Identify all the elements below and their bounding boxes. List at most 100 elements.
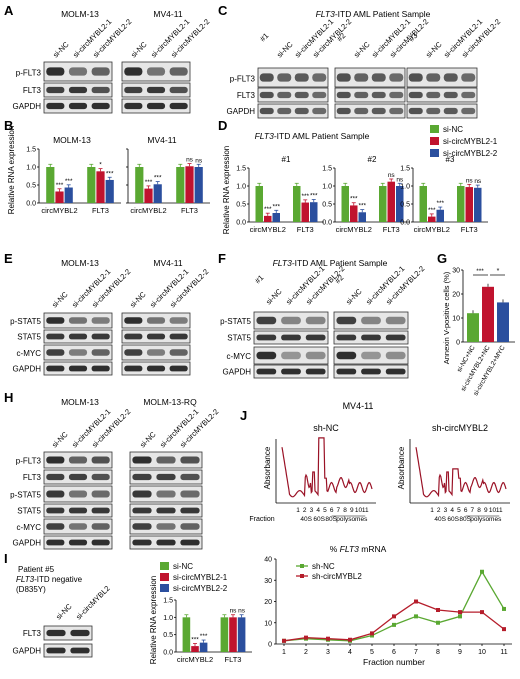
- panel-b-ylabel: Relative RNA expression: [7, 126, 16, 214]
- legend-swatch: [160, 573, 169, 581]
- blot-band: [389, 73, 404, 82]
- blot-band: [132, 456, 152, 464]
- blot-band-row: [43, 451, 113, 469]
- ribosome-label: 40S: [300, 516, 312, 523]
- y-tick-label: 10: [452, 316, 460, 323]
- blot-band-row: [257, 87, 329, 103]
- legend-label: si-NC: [173, 562, 193, 571]
- blot-band: [389, 107, 404, 115]
- panel-a-title: MV4-11: [153, 9, 182, 19]
- blot-band: [336, 334, 357, 341]
- panel-c-title: FLT3-ITD AML Patient Sample: [316, 9, 431, 19]
- row-label: FLT3: [23, 86, 42, 95]
- blot-band: [46, 317, 65, 324]
- data-point: [414, 614, 418, 619]
- blot-band-row: [129, 485, 203, 503]
- panel-f-title: FLT3-ITD AML Patient Sample: [273, 258, 388, 268]
- blot-band: [146, 317, 166, 324]
- data-point: [502, 627, 506, 632]
- blot-band: [312, 107, 327, 115]
- blot-band: [68, 523, 88, 530]
- x-tick-label: 8: [436, 649, 440, 656]
- significance-label: ***: [264, 206, 272, 213]
- blot-band: [124, 67, 143, 76]
- blot-band: [91, 349, 110, 356]
- blot-band: [443, 91, 458, 99]
- row-label: p-FLT3: [230, 74, 256, 83]
- blot-band: [169, 102, 188, 110]
- bar: [55, 191, 64, 203]
- significance-label: ns: [186, 157, 194, 164]
- significance-label: ***: [436, 200, 444, 207]
- blot-band: [169, 365, 188, 372]
- panel-h-title: MOLM-13: [61, 397, 99, 407]
- blot-frame: [257, 87, 329, 103]
- blot-band-row: [257, 103, 329, 119]
- bar: [436, 209, 444, 222]
- data-point: [458, 610, 462, 615]
- blot-band: [156, 507, 176, 514]
- blot-band: [354, 73, 369, 82]
- data-point: [458, 614, 462, 619]
- row-label: p-STAT5: [10, 491, 41, 500]
- blot-band: [180, 473, 200, 481]
- significance-label: ns: [388, 172, 396, 179]
- blot-band: [371, 91, 386, 99]
- profile-label: sh-NC: [313, 423, 339, 433]
- bar: [135, 167, 144, 203]
- y-tick-label: 0.5: [400, 202, 410, 209]
- blot-band: [132, 507, 152, 514]
- y-tick-label: 1.5: [400, 166, 410, 173]
- significance-label: ns: [230, 608, 238, 615]
- bar-chart-g: 0102030si-NC+NCsi-circMYBL2+NCsi-circMYB…: [452, 268, 515, 397]
- blot-band: [91, 86, 110, 94]
- bar: [428, 216, 436, 222]
- lane-label: si-NC: [275, 39, 295, 59]
- blot-band: [336, 107, 351, 115]
- blot-band-row: [129, 518, 203, 535]
- data-point: [502, 606, 506, 611]
- x-tick-label: 9: [458, 649, 462, 656]
- blot-band: [68, 507, 88, 514]
- x-category-label: circMYBL2: [41, 206, 77, 215]
- bar: [350, 205, 358, 222]
- panel-letter-h: H: [4, 390, 13, 405]
- row-label: GAPDH: [13, 646, 42, 655]
- row-label: c-MYC: [227, 352, 252, 361]
- blot-band: [156, 490, 176, 498]
- y-tick-label: 1.5: [322, 166, 332, 173]
- blot-band: [68, 102, 88, 110]
- blot-band: [277, 73, 292, 82]
- blot-band-row: [121, 344, 191, 361]
- blot-band: [91, 317, 110, 324]
- row-label: c-MYC: [17, 523, 42, 532]
- blot-band: [361, 334, 381, 341]
- blot-band: [354, 107, 369, 115]
- blot-band: [461, 107, 476, 115]
- blot-band: [336, 73, 351, 82]
- blot-band: [169, 349, 188, 356]
- panel-letter-a: A: [4, 3, 14, 18]
- lane-label: si-circMYBL2: [74, 584, 112, 622]
- fraction-tick-label: 10: [489, 507, 497, 514]
- blot-band-row: [129, 469, 203, 485]
- blot-band-row: [43, 469, 113, 485]
- blot-band: [68, 67, 88, 76]
- blot-band: [91, 490, 110, 498]
- y-tick-label: 0.0: [322, 220, 332, 227]
- bar-chart-i: 0.0 0.5 1.0 1.5 *** *** circMYBL2 ns ns FLT3: [163, 598, 252, 664]
- blot-band-row: [334, 67, 406, 88]
- blot-band: [408, 73, 423, 82]
- x-tick-label: 4: [348, 649, 352, 656]
- significance-label: ns: [238, 608, 246, 615]
- profile-ylabel: Absorbance: [263, 446, 272, 489]
- blot-band-row: [121, 312, 191, 329]
- blot-frame: [257, 103, 329, 119]
- blot-band: [426, 107, 441, 115]
- panel-letter-f: F: [218, 251, 226, 266]
- blot-band-row: [406, 87, 478, 103]
- blot-band: [169, 86, 188, 94]
- lane-label: si-NC: [50, 289, 70, 309]
- blot-band-row: [121, 361, 191, 376]
